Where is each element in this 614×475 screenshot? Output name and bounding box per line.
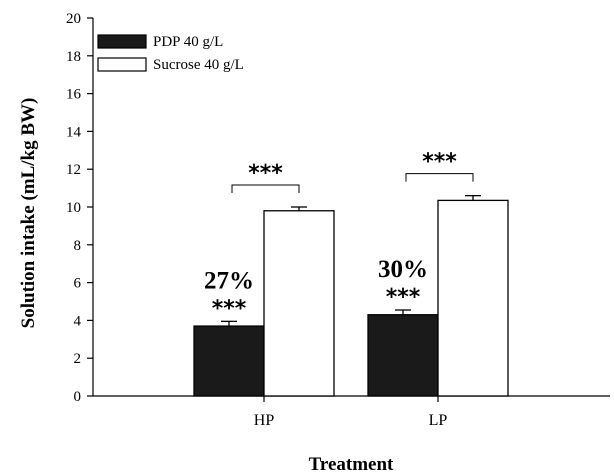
y-tick-label: 8: [74, 238, 82, 254]
bar-sucrose: [437, 199, 509, 397]
y-tick-label: 0: [74, 389, 82, 405]
legend-label: Sucrose 40 g/L: [153, 57, 244, 73]
bar-sucrose: [263, 210, 335, 397]
legend-label: PDP 40 g/L: [153, 34, 223, 50]
y-axis-title: Solution intake (mL/kg BW): [18, 98, 39, 329]
y-ticks: 0 2 4 6 8 10 12 14 16 18 20: [66, 11, 93, 405]
x-axis-title: Treatment: [309, 454, 394, 475]
legend-swatch-pdp: [97, 34, 147, 49]
y-tick-label: 10: [66, 200, 81, 216]
bar-pdp: [367, 314, 439, 397]
bars: [193, 195, 509, 397]
y-tick-label: 18: [66, 49, 81, 65]
bar-pdp: [193, 325, 265, 397]
y-tick-label: 6: [74, 276, 82, 292]
bracket-stars: ***: [422, 150, 457, 175]
category-label: LP: [429, 412, 448, 429]
significance-stars: ***: [386, 285, 421, 310]
category-labels: HP LP: [254, 412, 448, 429]
axes: [92, 18, 610, 402]
percent-label: 30%: [378, 256, 428, 283]
significance-stars: ***: [212, 296, 247, 321]
y-tick-label: 2: [74, 351, 82, 367]
y-tick-label: 20: [66, 11, 81, 27]
legend: PDP 40 g/L Sucrose 40 g/L: [97, 34, 244, 73]
legend-swatch-sucrose: [97, 57, 147, 72]
percent-label: 27%: [204, 267, 254, 294]
y-tick-label: 12: [66, 162, 81, 178]
significance-bracket: [405, 173, 474, 182]
y-tick-label: 14: [66, 124, 82, 140]
category-label: HP: [254, 412, 275, 429]
bracket-stars: ***: [248, 161, 283, 186]
annotations: ***27%******30%***: [204, 150, 474, 321]
y-tick-label: 4: [74, 313, 82, 329]
y-tick-label: 16: [66, 87, 82, 103]
significance-bracket: [231, 184, 300, 193]
